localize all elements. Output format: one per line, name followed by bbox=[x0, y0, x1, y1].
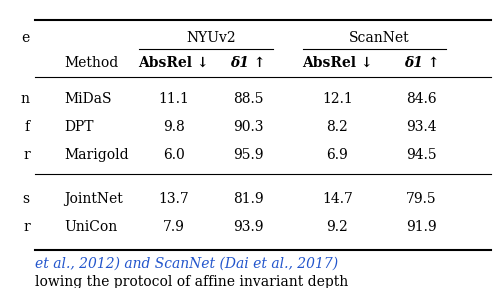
Text: 88.5: 88.5 bbox=[233, 92, 263, 106]
Text: DPT: DPT bbox=[64, 120, 94, 134]
Text: e: e bbox=[21, 31, 30, 45]
Text: AbsRel ↓: AbsRel ↓ bbox=[138, 56, 209, 70]
Text: n: n bbox=[21, 92, 30, 106]
Text: r: r bbox=[23, 148, 30, 162]
Text: Method: Method bbox=[64, 56, 119, 70]
Text: UniCon: UniCon bbox=[64, 220, 118, 234]
Text: JointNet: JointNet bbox=[64, 192, 123, 206]
Text: lowing the protocol of affine invariant depth: lowing the protocol of affine invariant … bbox=[35, 274, 348, 288]
Text: 95.9: 95.9 bbox=[233, 148, 263, 162]
Text: NYUv2: NYUv2 bbox=[186, 31, 236, 45]
Text: 79.5: 79.5 bbox=[406, 192, 437, 206]
Text: 90.3: 90.3 bbox=[233, 120, 263, 134]
Text: 84.6: 84.6 bbox=[406, 92, 437, 106]
Text: et al., 2012) and ScanNet (Dai et al., 2017): et al., 2012) and ScanNet (Dai et al., 2… bbox=[35, 256, 338, 270]
Text: Marigold: Marigold bbox=[64, 148, 129, 162]
Text: 93.9: 93.9 bbox=[233, 220, 263, 234]
Text: 11.1: 11.1 bbox=[158, 92, 189, 106]
Text: MiDaS: MiDaS bbox=[64, 92, 112, 106]
Text: AbsRel ↓: AbsRel ↓ bbox=[302, 56, 372, 70]
Text: δ1 ↑: δ1 ↑ bbox=[230, 56, 266, 70]
Text: 81.9: 81.9 bbox=[233, 192, 263, 206]
Text: 91.9: 91.9 bbox=[406, 220, 437, 234]
Text: 7.9: 7.9 bbox=[163, 220, 185, 234]
Text: δ1 ↑: δ1 ↑ bbox=[404, 56, 439, 70]
Text: 12.1: 12.1 bbox=[322, 92, 353, 106]
Text: 9.2: 9.2 bbox=[326, 220, 348, 234]
Text: 93.4: 93.4 bbox=[406, 120, 437, 134]
Text: 13.7: 13.7 bbox=[158, 192, 189, 206]
Text: ScanNet: ScanNet bbox=[349, 31, 410, 45]
Text: 6.9: 6.9 bbox=[326, 148, 348, 162]
Text: 94.5: 94.5 bbox=[406, 148, 437, 162]
Text: 9.8: 9.8 bbox=[163, 120, 185, 134]
Text: 6.0: 6.0 bbox=[163, 148, 185, 162]
Text: f: f bbox=[25, 120, 30, 134]
Text: 14.7: 14.7 bbox=[322, 192, 353, 206]
Text: 8.2: 8.2 bbox=[326, 120, 348, 134]
Text: r: r bbox=[23, 220, 30, 234]
Text: s: s bbox=[23, 192, 30, 206]
